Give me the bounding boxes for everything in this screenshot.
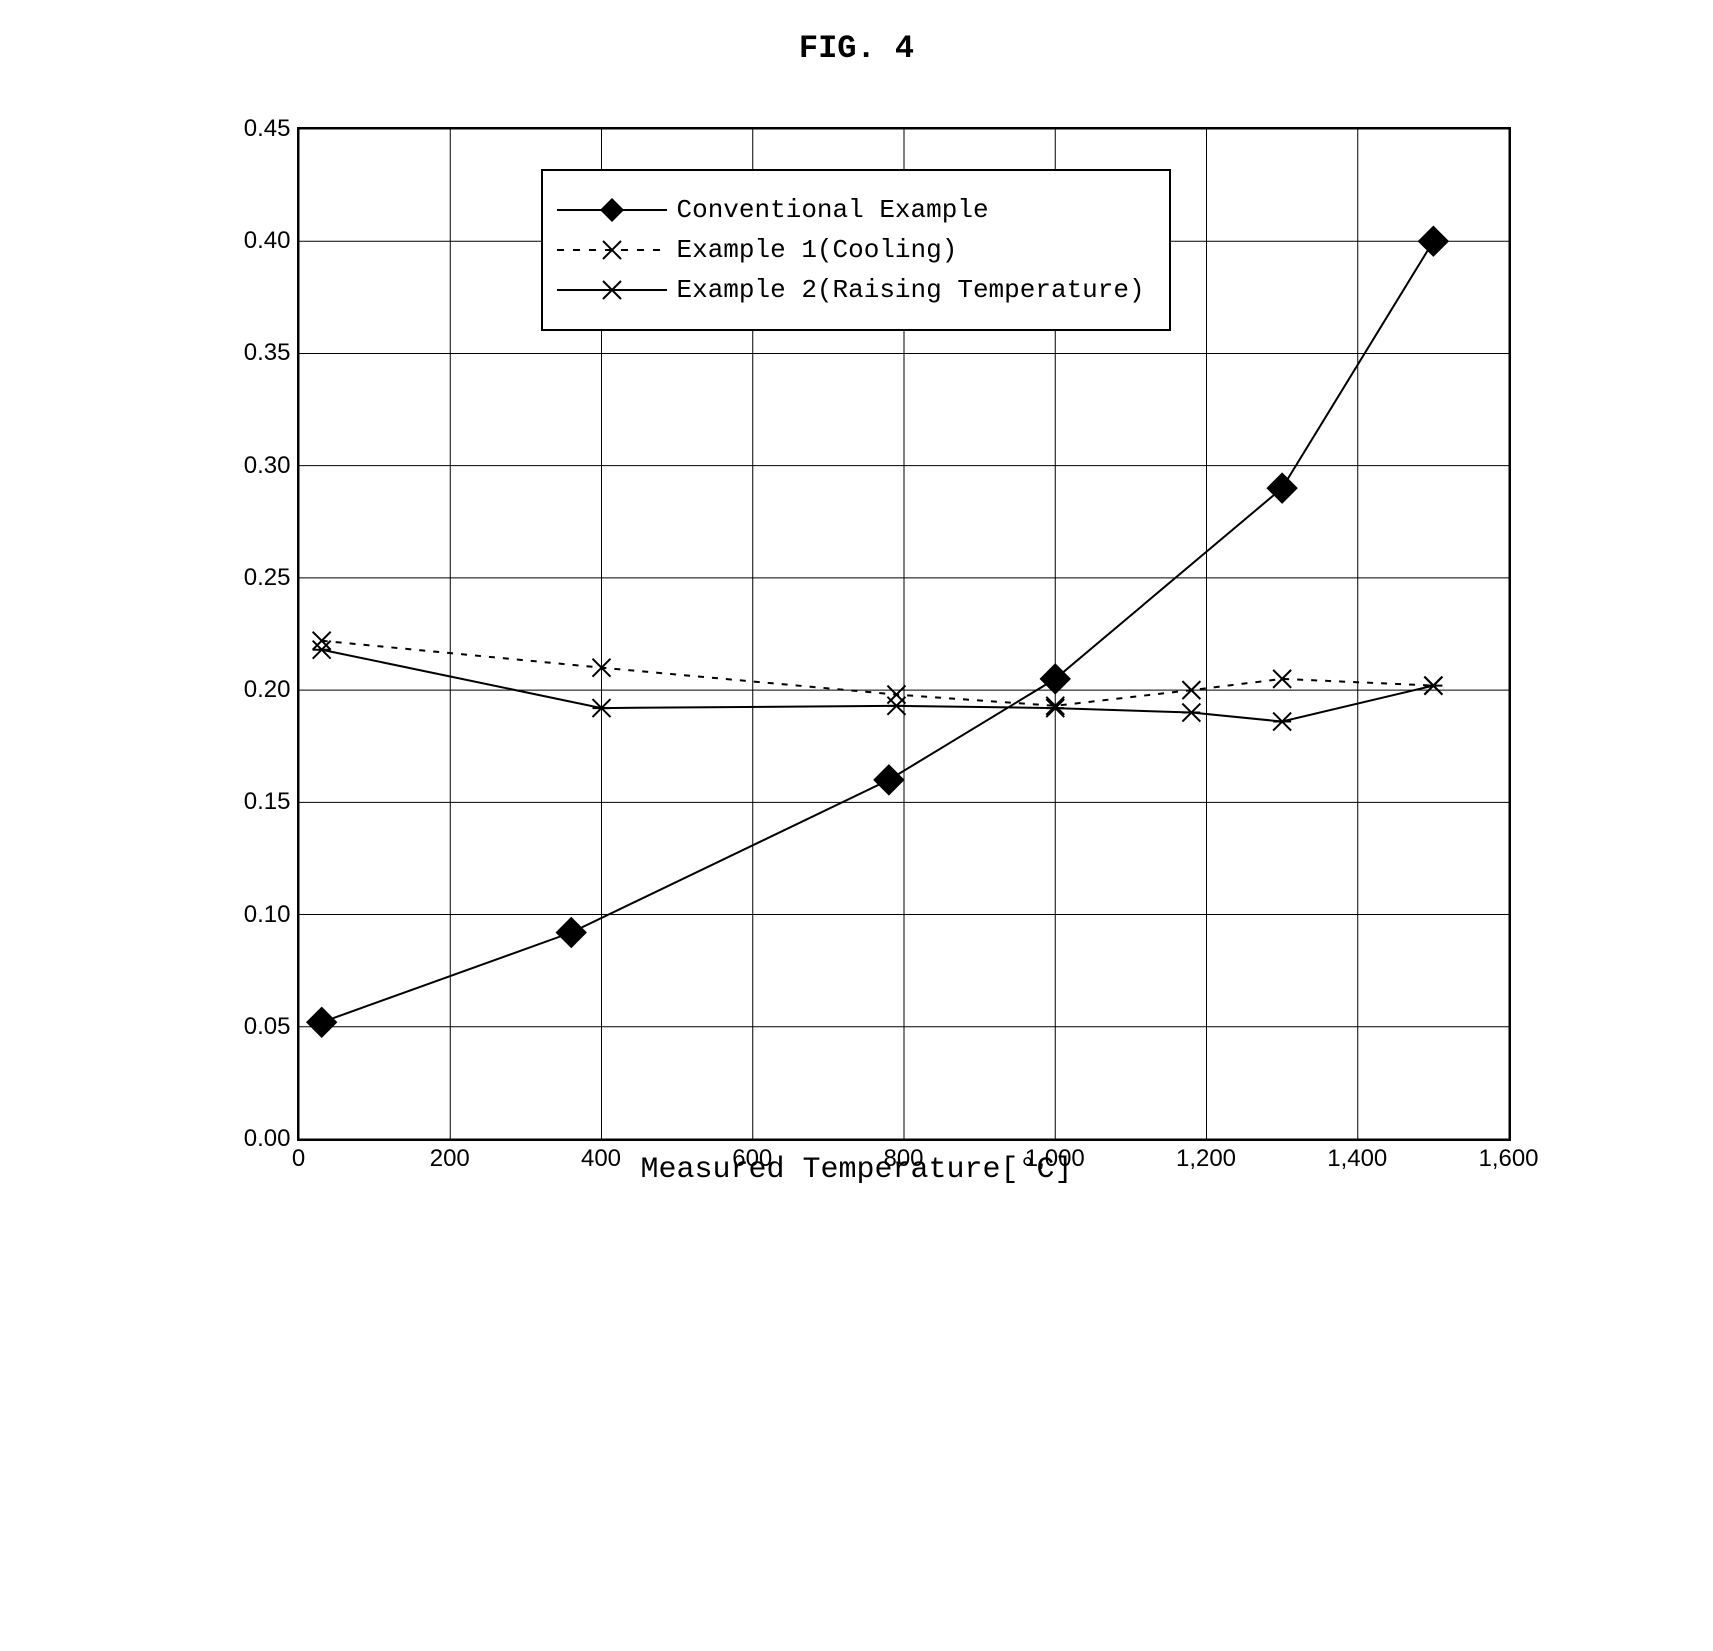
series-1: [312, 632, 1442, 715]
plot-area: Conventional Example Example 1(Cooling) Ex…: [297, 127, 1511, 1141]
figure-title: FIG. 4: [30, 30, 1683, 67]
ytick-label: 0.40: [244, 227, 291, 255]
ytick-label: 0.00: [244, 1125, 291, 1153]
ytick-label: 0.25: [244, 564, 291, 592]
xtick-label: 1,400: [1327, 1145, 1387, 1173]
legend-item: Example 2(Raising Temperature): [557, 275, 1145, 305]
xtick-label: 800: [883, 1145, 923, 1173]
xtick-label: 1,600: [1478, 1145, 1538, 1173]
legend-label: Example 2(Raising Temperature): [677, 275, 1145, 305]
ytick-label: 0.10: [244, 901, 291, 929]
ytick-label: 0.35: [244, 339, 291, 367]
legend: Conventional Example Example 1(Cooling) Ex…: [541, 169, 1171, 331]
xtick-label: 600: [732, 1145, 772, 1173]
xtick-label: 1,000: [1025, 1145, 1085, 1173]
legend-label: Conventional Example: [677, 195, 989, 225]
xtick-label: 1,200: [1176, 1145, 1236, 1173]
series-2: [312, 641, 1442, 731]
chart-container: Thermal Conductivity [W/m·K] Conventiona…: [167, 127, 1547, 1187]
ytick-label: 0.15: [244, 788, 291, 816]
legend-swatch: [557, 235, 667, 265]
xtick-label: 0: [292, 1145, 305, 1173]
legend-swatch: [557, 195, 667, 225]
legend-item: Example 1(Cooling): [557, 235, 1145, 265]
series-0: [306, 226, 1448, 1037]
legend-item: Conventional Example: [557, 195, 1145, 225]
ytick-label: 0.45: [244, 115, 291, 143]
xtick-label: 400: [581, 1145, 621, 1173]
xtick-label: 200: [430, 1145, 470, 1173]
ytick-label: 0.30: [244, 452, 291, 480]
ytick-label: 0.20: [244, 676, 291, 704]
legend-label: Example 1(Cooling): [677, 235, 958, 265]
legend-swatch: [557, 275, 667, 305]
ytick-label: 0.05: [244, 1013, 291, 1041]
